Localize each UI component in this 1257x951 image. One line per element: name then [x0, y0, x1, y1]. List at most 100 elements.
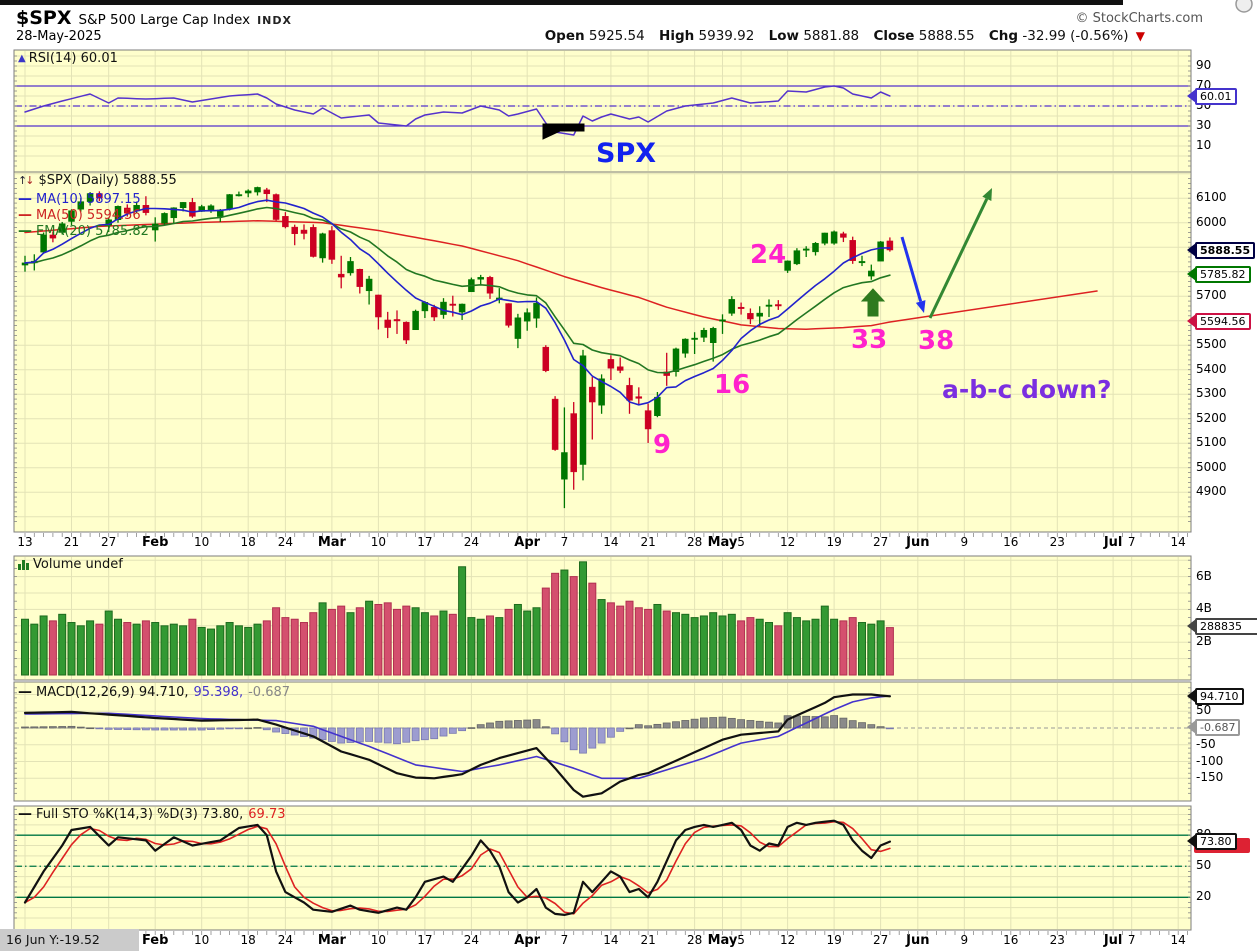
annotation-abc-down: a-b-c down?: [942, 375, 1112, 404]
low-value: 5881.88: [803, 28, 860, 44]
ema20-legend-label: EMA(20) 5785.82: [36, 223, 149, 239]
volume-axis-label: 2B: [1196, 634, 1212, 649]
date-axis-label: 12: [779, 535, 796, 549]
date-axis-label: 23: [1049, 535, 1065, 549]
date-axis-label: Jun: [906, 535, 930, 550]
ema20-legend: — EMA(20) 5785.82: [18, 223, 149, 239]
date-axis-label-bottom: 14: [603, 933, 619, 947]
volume-axis-label: 6B: [1196, 568, 1212, 583]
price-title-label: $SPX (Daily) 5888.55: [38, 173, 177, 188]
open-value: 5925.54: [588, 28, 645, 44]
sto-legend-label: Full STO %K(14,3) %D(3) 73.80,: [36, 806, 244, 822]
macd-legend: — MACD(12,26,9) 94.710, 95.398, -0.687: [18, 684, 290, 700]
date-axis-label-bottom: 28: [686, 933, 703, 947]
sto-axis-label: 20: [1196, 889, 1212, 904]
annotation-wave-24: 24: [750, 240, 787, 270]
volume-legend: Volume undef: [18, 557, 123, 572]
chg-dropdown-icon[interactable]: ▼: [1135, 29, 1145, 43]
date-axis-label-bottom: 17: [417, 933, 433, 947]
date-axis-label-bottom: Mar: [317, 933, 346, 948]
date-axis-label: 21: [63, 535, 80, 549]
date-axis-label: 14: [1170, 535, 1186, 549]
chart-date-label: 28-May-2025: [16, 29, 102, 44]
price-axis-label: 5700: [1196, 288, 1227, 303]
copyright-label: © StockCharts.com: [1075, 11, 1203, 26]
price-axis-label: 5500: [1196, 337, 1227, 352]
date-axis-label: May: [707, 535, 738, 550]
date-axis-label: Jul: [1103, 535, 1123, 550]
date-axis-label: 24: [463, 535, 480, 549]
date-axis-label-bottom: 10: [370, 933, 387, 947]
rsi-axis-label: 30: [1196, 118, 1212, 132]
date-axis-label-bottom: 23: [1049, 933, 1065, 947]
date-axis-label: 10: [194, 535, 210, 549]
volume-axis-label: 4B: [1196, 601, 1212, 616]
macd-axis-label: -100: [1196, 753, 1224, 768]
ma10-line-icon: —: [18, 191, 32, 207]
date-axis-label-bottom: 19: [826, 933, 842, 947]
macd-axis-label: 50: [1196, 703, 1212, 718]
chg-value: -32.99 (-0.56%): [1022, 28, 1129, 44]
ma50-line-icon: —: [18, 207, 32, 223]
macd-signal-value: 95.398,: [193, 684, 244, 700]
date-axis-label: 17: [417, 535, 433, 549]
low-label: Low: [768, 28, 800, 44]
rsi-indicator-icon: ▲: [18, 53, 26, 64]
date-axis-label: 21: [640, 535, 656, 549]
macd-hist-value-tag: -0.687: [1186, 719, 1241, 736]
high-value: 5939.92: [698, 28, 755, 44]
date-axis-label: Apr: [514, 535, 541, 550]
price-axis-label: 4900: [1196, 484, 1227, 499]
ma10-legend-label: MA(10) 5897.15: [36, 191, 141, 207]
price-axis-label: 5400: [1196, 361, 1227, 376]
macd-legend-label: MACD(12,26,9) 94.710,: [36, 684, 189, 700]
close-price-tag: 5888.55: [1186, 242, 1256, 259]
date-axis-label-bottom: 12: [779, 933, 796, 947]
rsi-legend-label: RSI(14) 60.01: [28, 51, 118, 66]
date-axis-label: 14: [603, 535, 619, 549]
date-axis-label-bottom: 16: [1003, 933, 1019, 947]
date-axis-label-bottom: Jul: [1103, 933, 1123, 948]
price-axis-label: 5100: [1196, 435, 1227, 450]
ema20-line-icon: —: [18, 223, 32, 239]
volume-value-tag: 288835: [1187, 618, 1257, 635]
open-label: Open: [544, 28, 585, 44]
price-axis-label: 6000: [1196, 214, 1227, 229]
sto-legend: — Full STO %K(14,3) %D(3) 73.80, 69.73: [18, 806, 286, 822]
rsi-axis-label: 10: [1196, 138, 1212, 152]
crosshair-tooltip: 16 Jun Y:-19.52: [0, 929, 139, 951]
macd-axis-label: -150: [1196, 770, 1224, 785]
date-axis-label-bottom: 7: [1127, 933, 1136, 947]
ma50-price-tag: 5594.56: [1187, 313, 1251, 330]
volume-bars-icon: [18, 559, 29, 570]
price-axis-label: 6100: [1196, 190, 1227, 205]
rsi-value-tag: 60.01: [1187, 88, 1237, 105]
exchange-label: INDX: [257, 14, 292, 27]
date-axis-label: 27: [872, 535, 889, 549]
price-axis-label: 5200: [1196, 410, 1227, 425]
date-axis-label-bottom: 10: [194, 933, 210, 947]
sto-d-value: 69.73: [248, 806, 286, 822]
macd-value-tag: 94.710: [1187, 688, 1244, 705]
sto-axis-label: 50: [1196, 858, 1212, 873]
date-axis-label-bottom: 14: [1170, 933, 1186, 947]
date-axis-label-bottom: 24: [277, 933, 294, 947]
date-axis-label: 7: [560, 535, 569, 549]
ma50-legend: — MA(50) 5594.56: [18, 207, 141, 223]
date-axis-label-bottom: 24: [463, 933, 480, 947]
rsi-axis-label: 90: [1196, 58, 1212, 72]
date-axis-label: Feb: [141, 535, 169, 550]
date-axis-label: 19: [826, 535, 842, 549]
header-row: $SPX S&P 500 Large Cap Index INDX: [16, 7, 292, 29]
rsi-legend: ▲ RSI(14) 60.01: [18, 51, 118, 66]
macd-axis-label: -50: [1196, 736, 1216, 751]
close-value: 5888.55: [918, 28, 975, 44]
date-axis-label: Mar: [317, 535, 346, 550]
ma10-legend: — MA(10) 5897.15: [18, 191, 141, 207]
date-axis-label: 5: [737, 535, 745, 549]
annotation-spx: SPX: [596, 138, 657, 169]
date-axis-label: 24: [277, 535, 294, 549]
quote-row: Open 5925.54 High 5939.92 Low 5881.88 Cl…: [545, 28, 1145, 44]
